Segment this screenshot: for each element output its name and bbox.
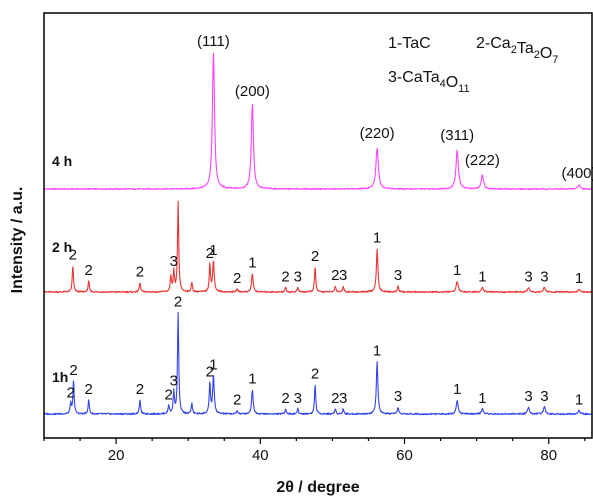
- peak-label: 2: [331, 390, 339, 407]
- x-axis-ticks: 20 40 60 80: [43, 438, 586, 464]
- peak-label: 1: [478, 390, 486, 407]
- peak-label: 2: [174, 294, 182, 311]
- x-tick-label: 80: [540, 447, 557, 464]
- plot-frame: [43, 12, 593, 439]
- legend-entry: 1-TaC: [388, 35, 431, 52]
- peak-label: 2: [165, 386, 173, 403]
- peak-label: 3: [339, 267, 347, 284]
- y-axis-title: Intensity / a.u.: [9, 187, 26, 294]
- x-tick-label: 60: [396, 447, 413, 464]
- series-line-4h: [43, 52, 592, 191]
- peak-label: 3: [170, 372, 178, 389]
- peak-label: (220): [360, 125, 395, 142]
- peak-label: 2: [233, 270, 241, 287]
- peak-label: 2: [281, 268, 289, 285]
- peak-label: 3: [524, 388, 532, 405]
- peak-label: 2: [69, 247, 77, 264]
- peak-label: 1: [478, 268, 486, 285]
- peak-label: 2: [136, 264, 144, 281]
- peak-label: 1: [209, 242, 217, 259]
- peak-label: 3: [524, 268, 532, 285]
- legend-entry: 3-CaTa4O11: [388, 69, 470, 95]
- peak-label: 3: [394, 267, 402, 284]
- peak-label: 2: [281, 390, 289, 407]
- legend-entry: 2-Ca2Ta2O7: [476, 35, 558, 66]
- peak-label: 2: [85, 381, 93, 398]
- peak-label: 3: [170, 253, 178, 270]
- peak-label: 2: [67, 385, 75, 402]
- peak-label: 2: [136, 381, 144, 398]
- x-axis-title: 2θ / degree: [276, 479, 359, 496]
- peak-label: 3: [339, 390, 347, 407]
- peak-label: 2: [311, 248, 319, 265]
- peak-label: 3: [294, 390, 302, 407]
- x-tick-label: 40: [252, 447, 269, 464]
- peak-label: 2: [206, 245, 214, 262]
- peak-label: (400): [561, 165, 593, 182]
- peak-label: 3: [540, 268, 548, 285]
- series-label-2h: 2 h: [52, 239, 72, 255]
- series-label-4h: 4 h: [52, 153, 72, 169]
- peak-label: 1: [248, 254, 256, 271]
- peak-label: 1: [248, 371, 256, 388]
- plot-traces: [43, 52, 592, 416]
- series-labels: 4 h 2 h 1h: [52, 153, 72, 385]
- peak-label: 3: [540, 388, 548, 405]
- peak-label: 1: [373, 343, 381, 360]
- peak-label: 3: [394, 388, 402, 405]
- x-tick-label: 20: [108, 447, 125, 464]
- peak-label: 1: [209, 357, 217, 374]
- peak-label: (111): [197, 33, 230, 50]
- peak-label: 3: [294, 268, 302, 285]
- peak-label: 1: [575, 270, 583, 287]
- peak-label: 2: [331, 267, 339, 284]
- peak-label: 2: [233, 392, 241, 409]
- peak-label: 2: [85, 262, 93, 279]
- series-line-1h: [43, 311, 592, 416]
- peak-label: 1: [453, 262, 461, 279]
- peak-label: 2: [69, 362, 77, 379]
- peak-label: 1: [453, 381, 461, 398]
- series-label-1h: 1h: [52, 369, 68, 385]
- peak-label: 1: [575, 392, 583, 409]
- peak-label: (200): [235, 83, 270, 100]
- peak-label: (222): [465, 152, 500, 169]
- peak-label: 2: [311, 365, 319, 382]
- peak-label: 1: [373, 230, 381, 247]
- series-line-2h: [43, 200, 592, 294]
- peak-label: 2: [206, 364, 214, 381]
- peak-labels: (111)(200)(220)(311)(222)(400)2223212123…: [67, 33, 593, 409]
- peak-label: (311): [440, 127, 474, 144]
